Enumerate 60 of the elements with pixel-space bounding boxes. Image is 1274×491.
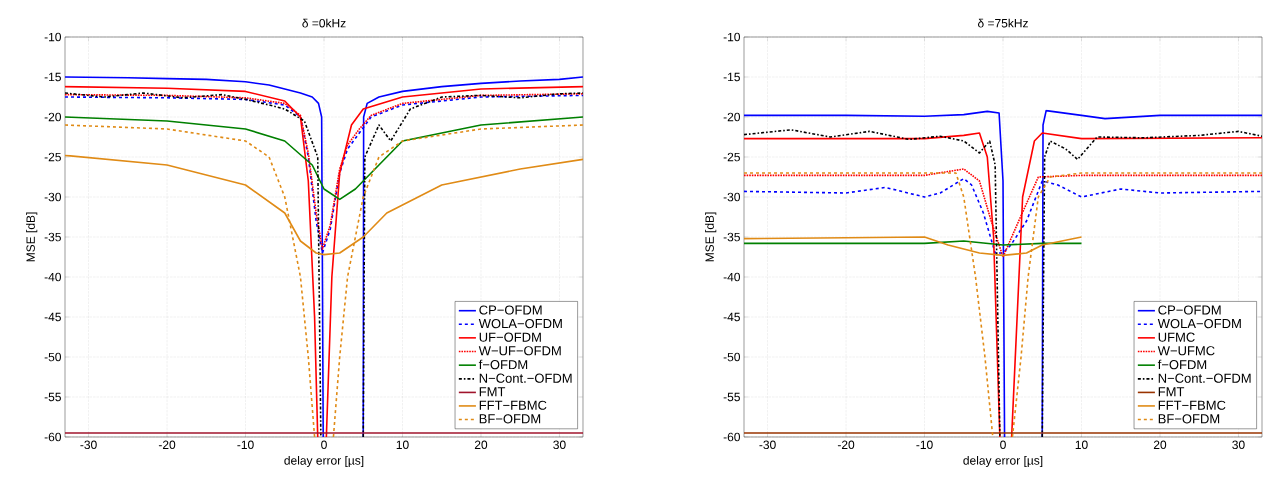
y-tick-label: -45 xyxy=(44,312,61,322)
x-tick-label: -10 xyxy=(916,440,933,450)
x-tick-label: 30 xyxy=(1232,440,1245,450)
x-tick-label: 0 xyxy=(1000,440,1006,450)
y-tick-label: -25 xyxy=(44,152,61,162)
legend-label: BF−OFDM xyxy=(479,414,541,424)
legend-label: UF−OFDM xyxy=(479,332,541,342)
legend-label: W−UF−OFDM xyxy=(478,346,561,356)
chart-title: δ =75kHz xyxy=(977,18,1028,28)
x-tick-label: -20 xyxy=(837,440,855,450)
y-tick-label: -25 xyxy=(723,152,740,162)
x-tick-label: 10 xyxy=(396,440,409,450)
y-tick-label: -50 xyxy=(44,352,62,362)
legend-label: WOLA−OFDM xyxy=(478,318,562,329)
y-tick-label: -55 xyxy=(44,392,61,402)
y-tick-label: -10 xyxy=(723,32,741,42)
y-axis-title: MSE [dB] xyxy=(26,212,38,262)
y-tick-label: -15 xyxy=(44,72,61,82)
y-tick-label: -15 xyxy=(723,72,740,82)
y-tick-label: -30 xyxy=(723,192,741,202)
x-tick-label: -30 xyxy=(759,440,776,450)
legend-label: N−Cont.−OFDM xyxy=(479,373,572,383)
y-tick-label: -60 xyxy=(723,432,741,442)
y-tick-label: -35 xyxy=(44,232,61,242)
y-tick-label: -10 xyxy=(44,32,62,42)
y-tick-label: -35 xyxy=(723,232,740,242)
x-axis-title: delay error [µs] xyxy=(284,455,364,468)
legend-label: N−Cont.−OFDM xyxy=(1158,373,1251,383)
legend-label: CP−OFDM xyxy=(479,305,542,315)
y-tick-label: -30 xyxy=(44,192,62,202)
x-tick-label: 20 xyxy=(474,440,488,450)
y-axis-title: MSE [dB] xyxy=(705,212,717,262)
x-tick-label: -30 xyxy=(80,440,97,450)
legend-label: FMT xyxy=(1158,387,1185,397)
y-tick-label: -50 xyxy=(723,352,741,362)
chart-title: δ =0kHz xyxy=(302,18,346,28)
y-tick-label: -60 xyxy=(44,432,62,442)
x-axis-title: delay error [µs] xyxy=(963,455,1043,468)
legend-label: UFMC xyxy=(1158,332,1195,342)
y-tick-label: -40 xyxy=(723,272,741,282)
legend-label: BF−OFDM xyxy=(1158,414,1220,424)
legend-label: CP−OFDM xyxy=(1158,305,1221,315)
y-tick-label: -55 xyxy=(723,392,740,402)
y-tick-label: -45 xyxy=(723,312,740,322)
legend-label: FFT−FBMC xyxy=(1158,400,1226,410)
x-tick-label: -20 xyxy=(158,440,176,450)
legend-label: FMT xyxy=(479,387,506,397)
legend-label: W−UFMC xyxy=(1157,346,1215,356)
x-tick-label: 10 xyxy=(1075,440,1088,450)
legend-label: WOLA−OFDM xyxy=(1157,318,1241,329)
x-tick-label: 20 xyxy=(1153,440,1167,450)
x-tick-label: 30 xyxy=(553,440,566,450)
x-tick-label: -10 xyxy=(237,440,254,450)
legend-label: f−OFDM xyxy=(478,359,528,370)
x-tick-label: 0 xyxy=(321,440,327,450)
legend-label: f−OFDM xyxy=(1157,359,1207,370)
y-tick-label: -20 xyxy=(723,112,741,122)
y-tick-label: -20 xyxy=(44,112,62,122)
legend-label: FFT−FBMC xyxy=(479,400,547,410)
y-tick-label: -40 xyxy=(44,272,62,282)
